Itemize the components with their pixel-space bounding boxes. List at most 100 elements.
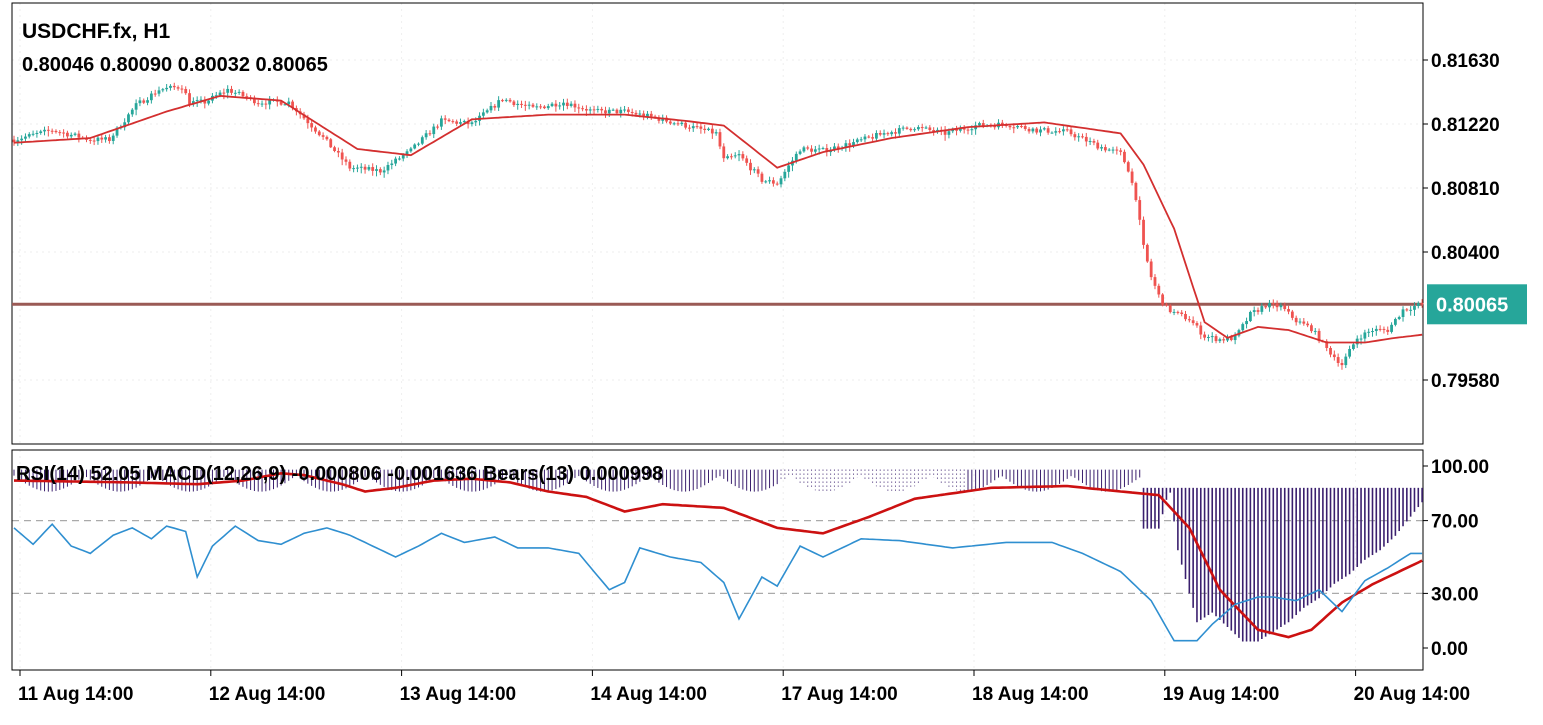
price-tick-label: 0.81220 [1431,115,1500,136]
candle [901,127,905,129]
candle [321,135,325,137]
candle [905,127,909,129]
candle [348,161,352,169]
candle [1233,335,1237,341]
candle [1275,303,1279,308]
candle [432,126,436,135]
current-price-badge: 0.80065 [1427,284,1527,325]
candle [283,104,287,106]
candle [1287,309,1290,312]
candle [531,104,535,107]
moving-average-line [13,94,1423,344]
candle [1058,131,1061,133]
candle [493,105,497,108]
ohlc-readout: 0.80046 0.80090 0.80032 0.80065 [22,54,328,76]
candle [897,128,901,134]
candle [875,132,878,139]
candle [1363,332,1367,339]
price-tick-label: 0.79580 [1431,371,1500,392]
candle [1187,319,1191,321]
oscillator-tick-label: 0.00 [1431,639,1468,660]
candle [214,95,218,97]
candle [401,155,405,159]
candle [199,99,203,101]
candle [195,100,199,102]
candle [878,132,882,135]
candle [291,101,294,109]
candle [573,103,577,108]
candle [264,103,268,105]
candle [1065,129,1069,131]
candle [1145,244,1149,262]
candle [588,109,592,111]
candle [1172,311,1176,313]
candle [726,156,729,159]
candle [352,168,356,170]
candle [180,88,184,90]
candle [722,146,726,159]
candle [439,118,443,127]
candle [707,128,710,131]
macd-signal-line [14,471,1423,639]
candle [749,162,752,171]
candle [680,122,684,125]
candle [226,88,230,93]
candle [695,126,699,128]
candle [1397,317,1401,320]
oscillator-tick-label: 30.00 [1431,584,1479,605]
candle [642,113,646,117]
symbol-title: USDCHF.fx, H1 [22,20,171,43]
candle [108,137,111,141]
candle [436,126,439,128]
candle [501,100,504,102]
oscillator-tick-label: 100.00 [1431,457,1489,478]
candle [455,121,459,124]
candle [1268,303,1271,308]
candle [676,123,680,125]
candle [73,133,77,135]
candle [600,108,604,111]
candle [1184,313,1187,320]
candle [1103,147,1107,151]
candle [146,100,149,103]
candle [611,109,615,111]
candle [981,123,985,126]
candle [31,133,35,135]
candle [1340,362,1344,366]
candle [428,133,432,135]
candle [1271,303,1275,305]
candles[interactable] [12,82,1424,370]
candle [714,132,718,134]
moving-average-line [13,94,1423,344]
candle [1096,142,1100,149]
candle [1302,321,1306,324]
candle [1359,338,1363,340]
candle [191,101,195,105]
candle [833,146,836,150]
candle [966,129,970,131]
candle [287,101,291,105]
candle [1153,277,1157,286]
candle [1130,171,1134,183]
rsi-line [13,523,1423,642]
candle [508,99,512,102]
candle [1413,306,1416,310]
candle [1294,317,1298,323]
candle [378,169,382,173]
candle [1035,128,1039,133]
candle [733,155,737,157]
candle [527,104,531,106]
candle [241,91,245,97]
candle [581,108,584,110]
candle [569,103,573,106]
candle [806,147,810,149]
candle [375,169,378,171]
candle [1306,323,1310,326]
candle [1149,261,1153,278]
candle [1416,303,1420,307]
candle [497,100,501,108]
candle [62,132,66,134]
candle [1382,328,1386,330]
candle [688,127,691,129]
